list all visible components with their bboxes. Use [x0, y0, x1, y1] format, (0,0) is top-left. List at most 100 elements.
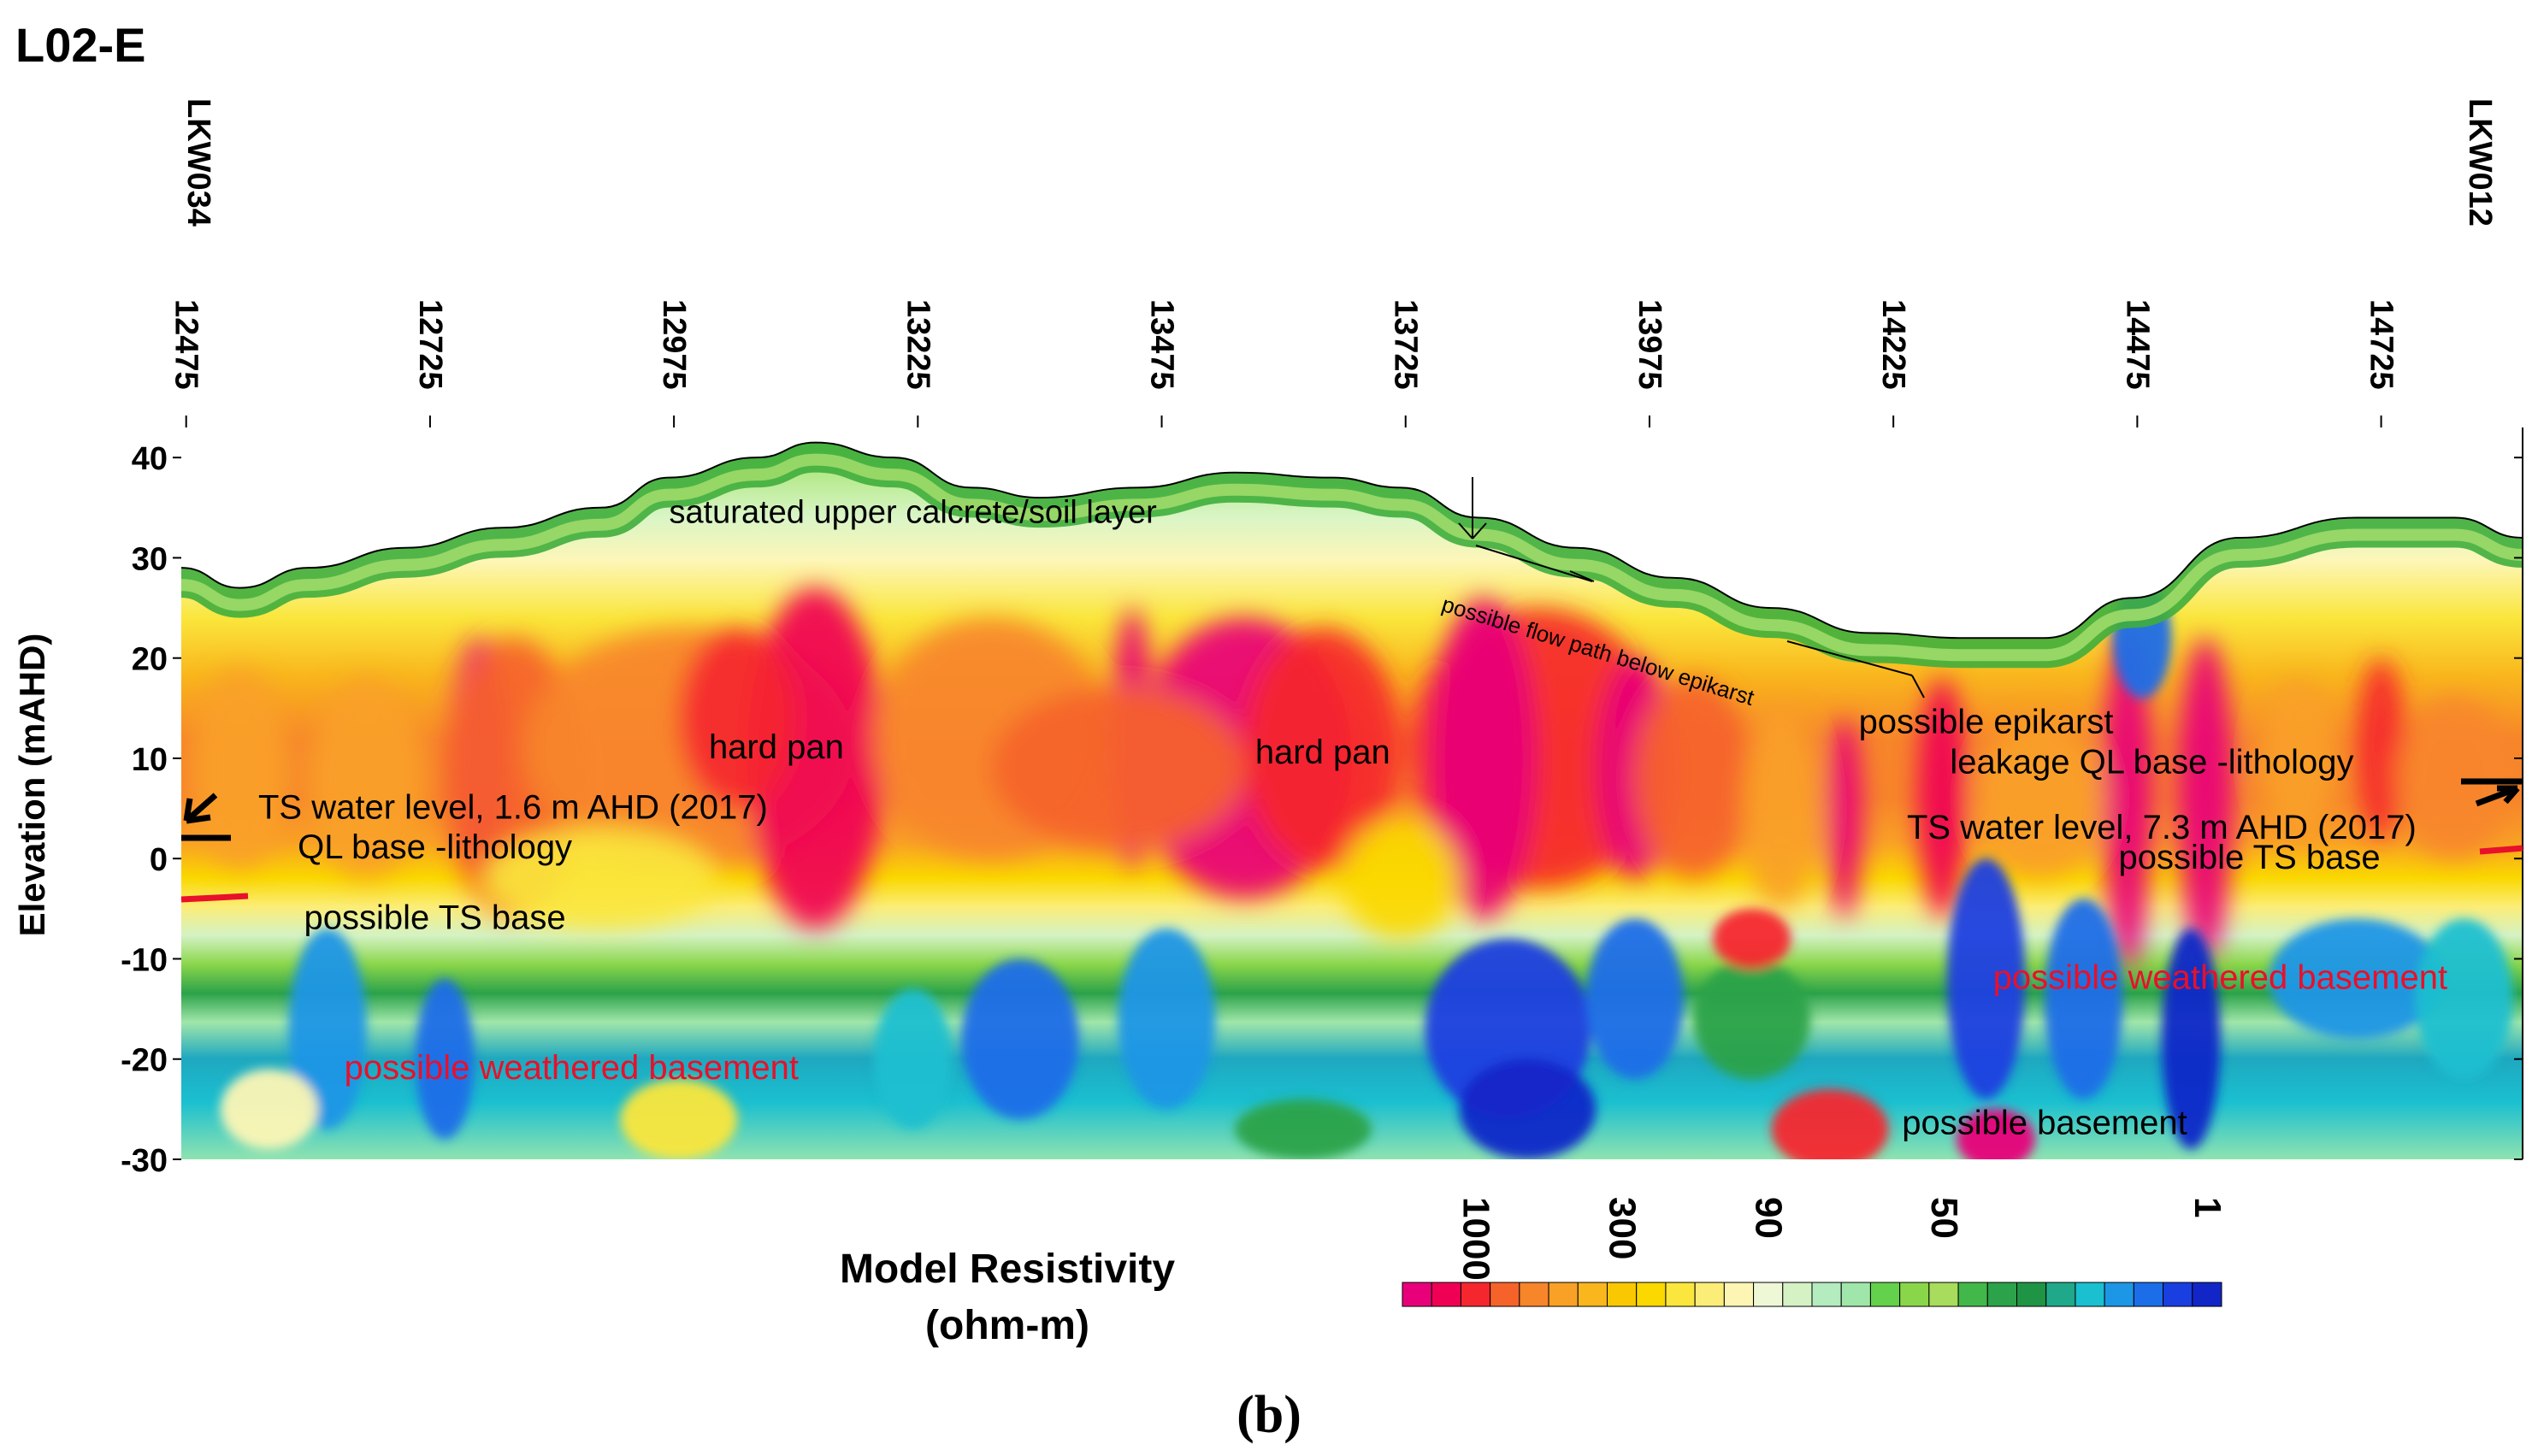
low-resistivity-anomaly — [873, 988, 953, 1129]
colorbar-swatch — [1928, 1282, 1959, 1307]
colorbar-swatch — [1490, 1282, 1520, 1307]
colorbar-swatch — [1665, 1282, 1696, 1307]
high-resistivity-anomaly — [483, 828, 718, 929]
high-resistivity-anomaly — [191, 668, 289, 869]
low-resistivity-anomaly — [415, 978, 475, 1140]
high-resistivity-anomaly — [1976, 718, 2104, 879]
low-resistivity-anomaly — [1118, 928, 1216, 1110]
low-resistivity-anomaly — [220, 1069, 318, 1150]
colorbar-swatches — [1402, 1282, 2222, 1307]
colorbar-swatch — [1986, 1282, 2017, 1307]
colorbar-swatch — [1548, 1282, 1579, 1307]
high-resistivity-anomaly — [1827, 718, 1862, 919]
colorbar-swatch — [1577, 1282, 1608, 1307]
water-level-arrow-head — [183, 798, 193, 822]
colorbar-swatch — [1840, 1282, 1871, 1307]
x-tick-label: 14475 — [2119, 299, 2155, 390]
x-tick-label: 14725 — [2364, 299, 2399, 390]
high-resistivity-anomaly — [990, 687, 1245, 849]
high-resistivity-anomaly — [1742, 708, 1821, 909]
plot-area: 40 30 20 10 0 -10 -20 -30 saturated upper calcr… — [121, 427, 2523, 1179]
x-tick-label: 13725 — [1388, 299, 1424, 390]
annotation-label: possible TS base — [304, 899, 566, 936]
colorbar-tick-label: 90 — [1748, 1197, 1790, 1239]
colorbar-swatch — [1869, 1282, 1901, 1307]
annotation-label: saturated upper calcrete/soil layer — [669, 494, 1157, 530]
low-resistivity-anomaly — [1585, 918, 1684, 1080]
colorbar-units: (ohm-m) — [925, 1303, 1089, 1348]
x-tick-label: 12725 — [412, 299, 448, 390]
colorbar-swatch — [1782, 1282, 1813, 1307]
colorbar-swatch — [1402, 1282, 1432, 1307]
y-axis-label: Elevation (mAHD) — [12, 634, 52, 937]
colorbar-swatch — [1694, 1282, 1725, 1307]
annotation-label: possible TS base — [2119, 839, 2381, 876]
y-tick-label: 30 — [132, 541, 168, 577]
low-resistivity-anomaly — [620, 1079, 738, 1159]
low-resistivity-anomaly — [288, 928, 367, 1129]
high-resistivity-anomaly — [678, 628, 796, 809]
y-tick-label: 0 — [150, 842, 168, 878]
annotation-label: possible epikarst — [1859, 704, 2114, 741]
high-resistivity-anomaly — [1430, 598, 1538, 919]
colorbar-swatch — [2163, 1282, 2193, 1307]
y-tick-label: 40 — [132, 441, 168, 477]
y-tick-label: -30 — [121, 1143, 168, 1179]
y-axis: 40 30 20 10 0 -10 -20 -30 — [121, 427, 2523, 1179]
y-tick-label: 10 — [132, 742, 168, 778]
y-tick-label: -20 — [121, 1043, 168, 1079]
x-tick-label: 14225 — [1875, 299, 1911, 390]
high-resistivity-anomaly — [2258, 678, 2338, 839]
colorbar-swatch — [1753, 1282, 1784, 1307]
low-resistivity-anomaly — [1713, 908, 1791, 970]
colorbar-title: Model Resistivity — [840, 1247, 1175, 1292]
flow-arrow — [1786, 640, 1913, 676]
annotation-label: possible weathered basement — [345, 1049, 799, 1087]
annotation-label: hard pan — [709, 728, 844, 766]
low-resistivity-anomaly — [1957, 1109, 2035, 1159]
annotation-label: TS water level, 7.3 m AHD (2017) — [1907, 809, 2417, 846]
high-resistivity-anomaly — [1634, 678, 1752, 879]
y-tick-label: -10 — [121, 942, 168, 978]
flow-arrow-head — [1569, 570, 1595, 582]
water-level-arrow-head — [186, 814, 211, 824]
low-resistivity-anomalies — [220, 577, 2513, 1159]
annotation-label: TS water level, 1.6 m AHD (2017) — [258, 788, 768, 826]
low-resistivity-anomaly — [2415, 918, 2513, 1080]
colorbar-swatch — [1957, 1282, 1988, 1307]
high-resistivity-anomaly — [2395, 698, 2513, 859]
low-resistivity-anomaly — [2269, 918, 2445, 1040]
x-tick-label: 13225 — [900, 299, 936, 390]
ground-surface-line — [180, 441, 2523, 640]
colorbar-tick-label: 50 — [1923, 1197, 1965, 1239]
low-resistivity-anomaly — [961, 958, 1079, 1120]
flow-arrow-head — [1458, 522, 1473, 539]
colorbar-swatch — [1607, 1282, 1638, 1307]
flow-arrow-head — [1472, 522, 1487, 539]
colorbar-swatch — [1431, 1282, 1461, 1307]
high-resistivity-anomaly — [1917, 678, 1967, 919]
colorbar-swatch — [2075, 1282, 2105, 1307]
x-tick-label: 12475 — [168, 299, 204, 390]
colorbar-swatch — [2104, 1282, 2134, 1307]
colorbar-swatch — [1636, 1282, 1667, 1307]
low-resistivity-anomaly — [1693, 958, 1811, 1080]
high-resistivity-anomaly — [1342, 818, 1460, 940]
ts-base-marker — [2479, 845, 2523, 855]
section-title: L02-E — [15, 18, 146, 72]
bore-label: LKW012 — [2462, 98, 2498, 227]
annotation-label: QL base -lithology — [298, 828, 572, 866]
colorbar-tick-label: 300 — [1602, 1197, 1644, 1259]
low-resistivity-anomaly — [1459, 1058, 1597, 1159]
colorbar-swatch — [1811, 1282, 1842, 1307]
colorbar-swatch — [1519, 1282, 1549, 1307]
flow-arrow — [1911, 675, 1925, 699]
water-level-arrow — [184, 793, 218, 823]
annotation-label: leakage QL base -lithology — [1950, 744, 2353, 781]
low-resistivity-anomaly — [2161, 928, 2221, 1150]
high-resistivity-anomaly — [2357, 657, 2406, 839]
high-resistivity-anomaly — [2103, 628, 2152, 970]
colorbar-swatch — [2016, 1282, 2047, 1307]
bore-label: LKW034 — [180, 98, 216, 227]
